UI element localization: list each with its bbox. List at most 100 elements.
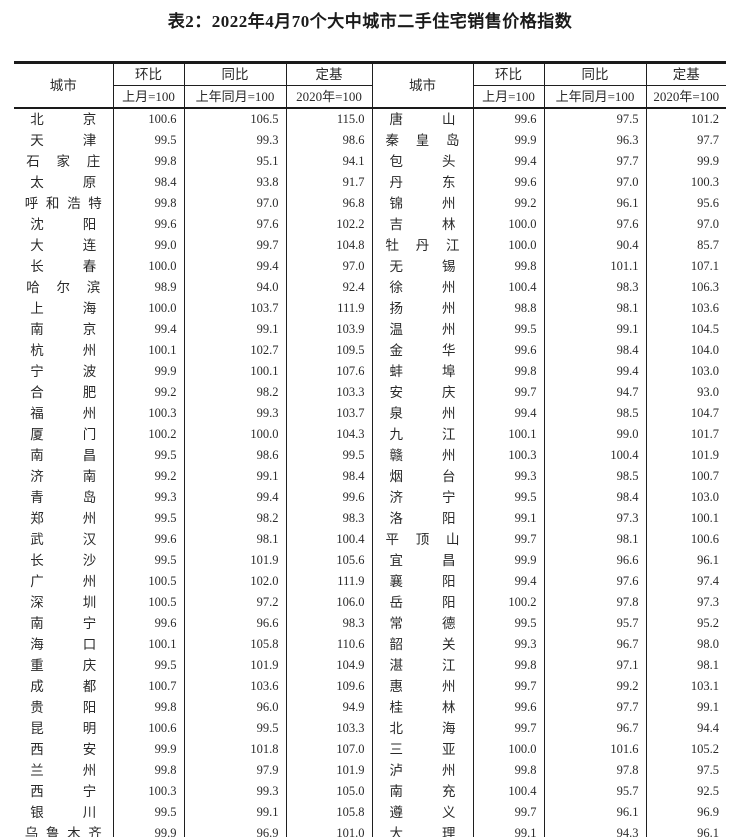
base-value-cell: 103.1 (645, 676, 726, 697)
base-value-cell: 94.1 (285, 151, 373, 172)
city-name: 桂林 (389, 699, 456, 715)
yoy-value-cell: 98.4 (543, 340, 647, 361)
base-value-cell: 107.0 (285, 739, 373, 760)
city-cell: 深圳 (14, 592, 114, 613)
base-value-cell: 93.0 (645, 382, 726, 403)
city-name: 金华 (389, 342, 456, 358)
table-row: 兰州 99.8 97.9 101.9 泸州 99.8 97.8 97.5 (14, 760, 726, 781)
mom-value-cell: 99.1 (472, 508, 545, 529)
yoy-value-cell: 99.2 (543, 676, 647, 697)
yoy-value-cell: 96.7 (543, 718, 647, 739)
base-value-cell: 103.3 (285, 718, 373, 739)
header-mom-sub-left: 上月=100 (113, 85, 185, 108)
base-value-cell: 96.9 (645, 802, 726, 823)
yoy-value-cell: 96.7 (543, 634, 647, 655)
city-name: 北京 (30, 111, 97, 127)
yoy-value-cell: 101.9 (183, 550, 287, 571)
city-name: 赣州 (389, 447, 456, 463)
yoy-value-cell: 99.5 (183, 718, 287, 739)
yoy-value-cell: 102.7 (183, 340, 287, 361)
mom-value-cell: 100.6 (112, 108, 185, 130)
yoy-value-cell: 98.6 (183, 445, 287, 466)
table-row: 南昌 99.5 98.6 99.5 赣州 100.3 100.4 101.9 (14, 445, 726, 466)
mom-value-cell: 99.6 (472, 697, 545, 718)
base-value-cell: 106.0 (285, 592, 373, 613)
base-value-cell: 111.9 (285, 298, 373, 319)
city-name: 湛江 (389, 657, 456, 673)
city-cell: 九江 (371, 424, 474, 445)
city-cell: 洛阳 (371, 508, 474, 529)
base-value-cell: 100.1 (645, 508, 726, 529)
yoy-value-cell: 97.9 (183, 760, 287, 781)
yoy-value-cell: 96.6 (543, 550, 647, 571)
city-name: 牡丹江 (385, 237, 460, 253)
city-cell: 秦皇岛 (371, 130, 474, 151)
city-cell: 郑州 (14, 508, 114, 529)
city-cell: 牡丹江 (371, 235, 474, 256)
city-cell: 平顶山 (371, 529, 474, 550)
base-value-cell: 103.7 (285, 403, 373, 424)
base-value-cell: 97.0 (645, 214, 726, 235)
mom-value-cell: 100.2 (472, 592, 545, 613)
mom-value-cell: 99.8 (112, 193, 185, 214)
table-row: 武汉 99.6 98.1 100.4 平顶山 99.7 98.1 100.6 (14, 529, 726, 550)
base-value-cell: 101.9 (285, 760, 373, 781)
base-value-cell: 115.0 (285, 108, 373, 130)
city-name: 韶关 (389, 636, 456, 652)
city-name: 福州 (30, 405, 97, 421)
base-value-cell: 95.6 (645, 193, 726, 214)
yoy-value-cell: 98.5 (543, 466, 647, 487)
base-value-cell: 101.2 (645, 108, 726, 130)
base-value-cell: 85.7 (645, 235, 726, 256)
mom-value-cell: 100.0 (472, 214, 545, 235)
header-yoy-right: 同比 (543, 62, 647, 86)
table-row: 哈尔滨 98.9 94.0 92.4 徐州 100.4 98.3 106.3 (14, 277, 726, 298)
mom-value-cell: 98.8 (472, 298, 545, 319)
base-value-cell: 111.9 (285, 571, 373, 592)
mom-value-cell: 98.4 (112, 172, 185, 193)
mom-value-cell: 99.9 (472, 130, 545, 151)
table-row: 太原 98.4 93.8 91.7 丹东 99.6 97.0 100.3 (14, 172, 726, 193)
yoy-value-cell: 99.4 (183, 487, 287, 508)
city-cell: 吉林 (371, 214, 474, 235)
city-cell: 湛江 (371, 655, 474, 676)
header-mom-right: 环比 (472, 62, 545, 86)
table-title: 表2：2022年4月70个大中城市二手住宅销售价格指数 (167, 12, 573, 31)
city-name: 烟台 (389, 468, 456, 484)
base-value-cell: 97.4 (645, 571, 726, 592)
yoy-value-cell: 98.2 (183, 382, 287, 403)
mom-value-cell: 99.7 (472, 676, 545, 697)
yoy-value-cell: 97.6 (183, 214, 287, 235)
mom-value-cell: 100.5 (112, 592, 185, 613)
mom-value-cell: 100.4 (472, 781, 545, 802)
city-cell: 无锡 (371, 256, 474, 277)
table-row: 贵阳 99.8 96.0 94.9 桂林 99.6 97.7 99.1 (14, 697, 726, 718)
mom-value-cell: 99.4 (472, 403, 545, 424)
header-yoy-sub-right: 上年同月=100 (543, 85, 647, 108)
mom-value-cell: 99.6 (472, 340, 545, 361)
city-name: 安庆 (389, 384, 456, 400)
city-cell: 沈阳 (14, 214, 114, 235)
table-header: 城市 环比 同比 定基 城市 环比 同比 定基 上月=100 上年同月=100 … (14, 62, 726, 108)
yoy-value-cell: 97.5 (543, 108, 647, 130)
mom-value-cell: 99.2 (112, 382, 185, 403)
city-cell: 三亚 (371, 739, 474, 760)
mom-value-cell: 99.4 (472, 571, 545, 592)
table-body: 北京 100.6 106.5 115.0 唐山 99.6 97.5 101.2 天津 99.5 99… (14, 108, 726, 837)
mom-value-cell: 99.5 (112, 655, 185, 676)
yoy-value-cell: 99.1 (183, 466, 287, 487)
base-value-cell: 103.0 (645, 487, 726, 508)
city-name: 泉州 (389, 405, 456, 421)
mom-value-cell: 100.3 (472, 445, 545, 466)
yoy-value-cell: 97.8 (543, 760, 647, 781)
city-cell: 杭州 (14, 340, 114, 361)
city-name: 长春 (30, 258, 97, 274)
city-cell: 长沙 (14, 550, 114, 571)
mom-value-cell: 99.5 (472, 319, 545, 340)
mom-value-cell: 99.6 (112, 529, 185, 550)
header-base-sub-right: 2020年=100 (645, 85, 726, 108)
city-cell: 金华 (371, 340, 474, 361)
base-value-cell: 101.9 (645, 445, 726, 466)
mom-value-cell: 99.8 (472, 256, 545, 277)
